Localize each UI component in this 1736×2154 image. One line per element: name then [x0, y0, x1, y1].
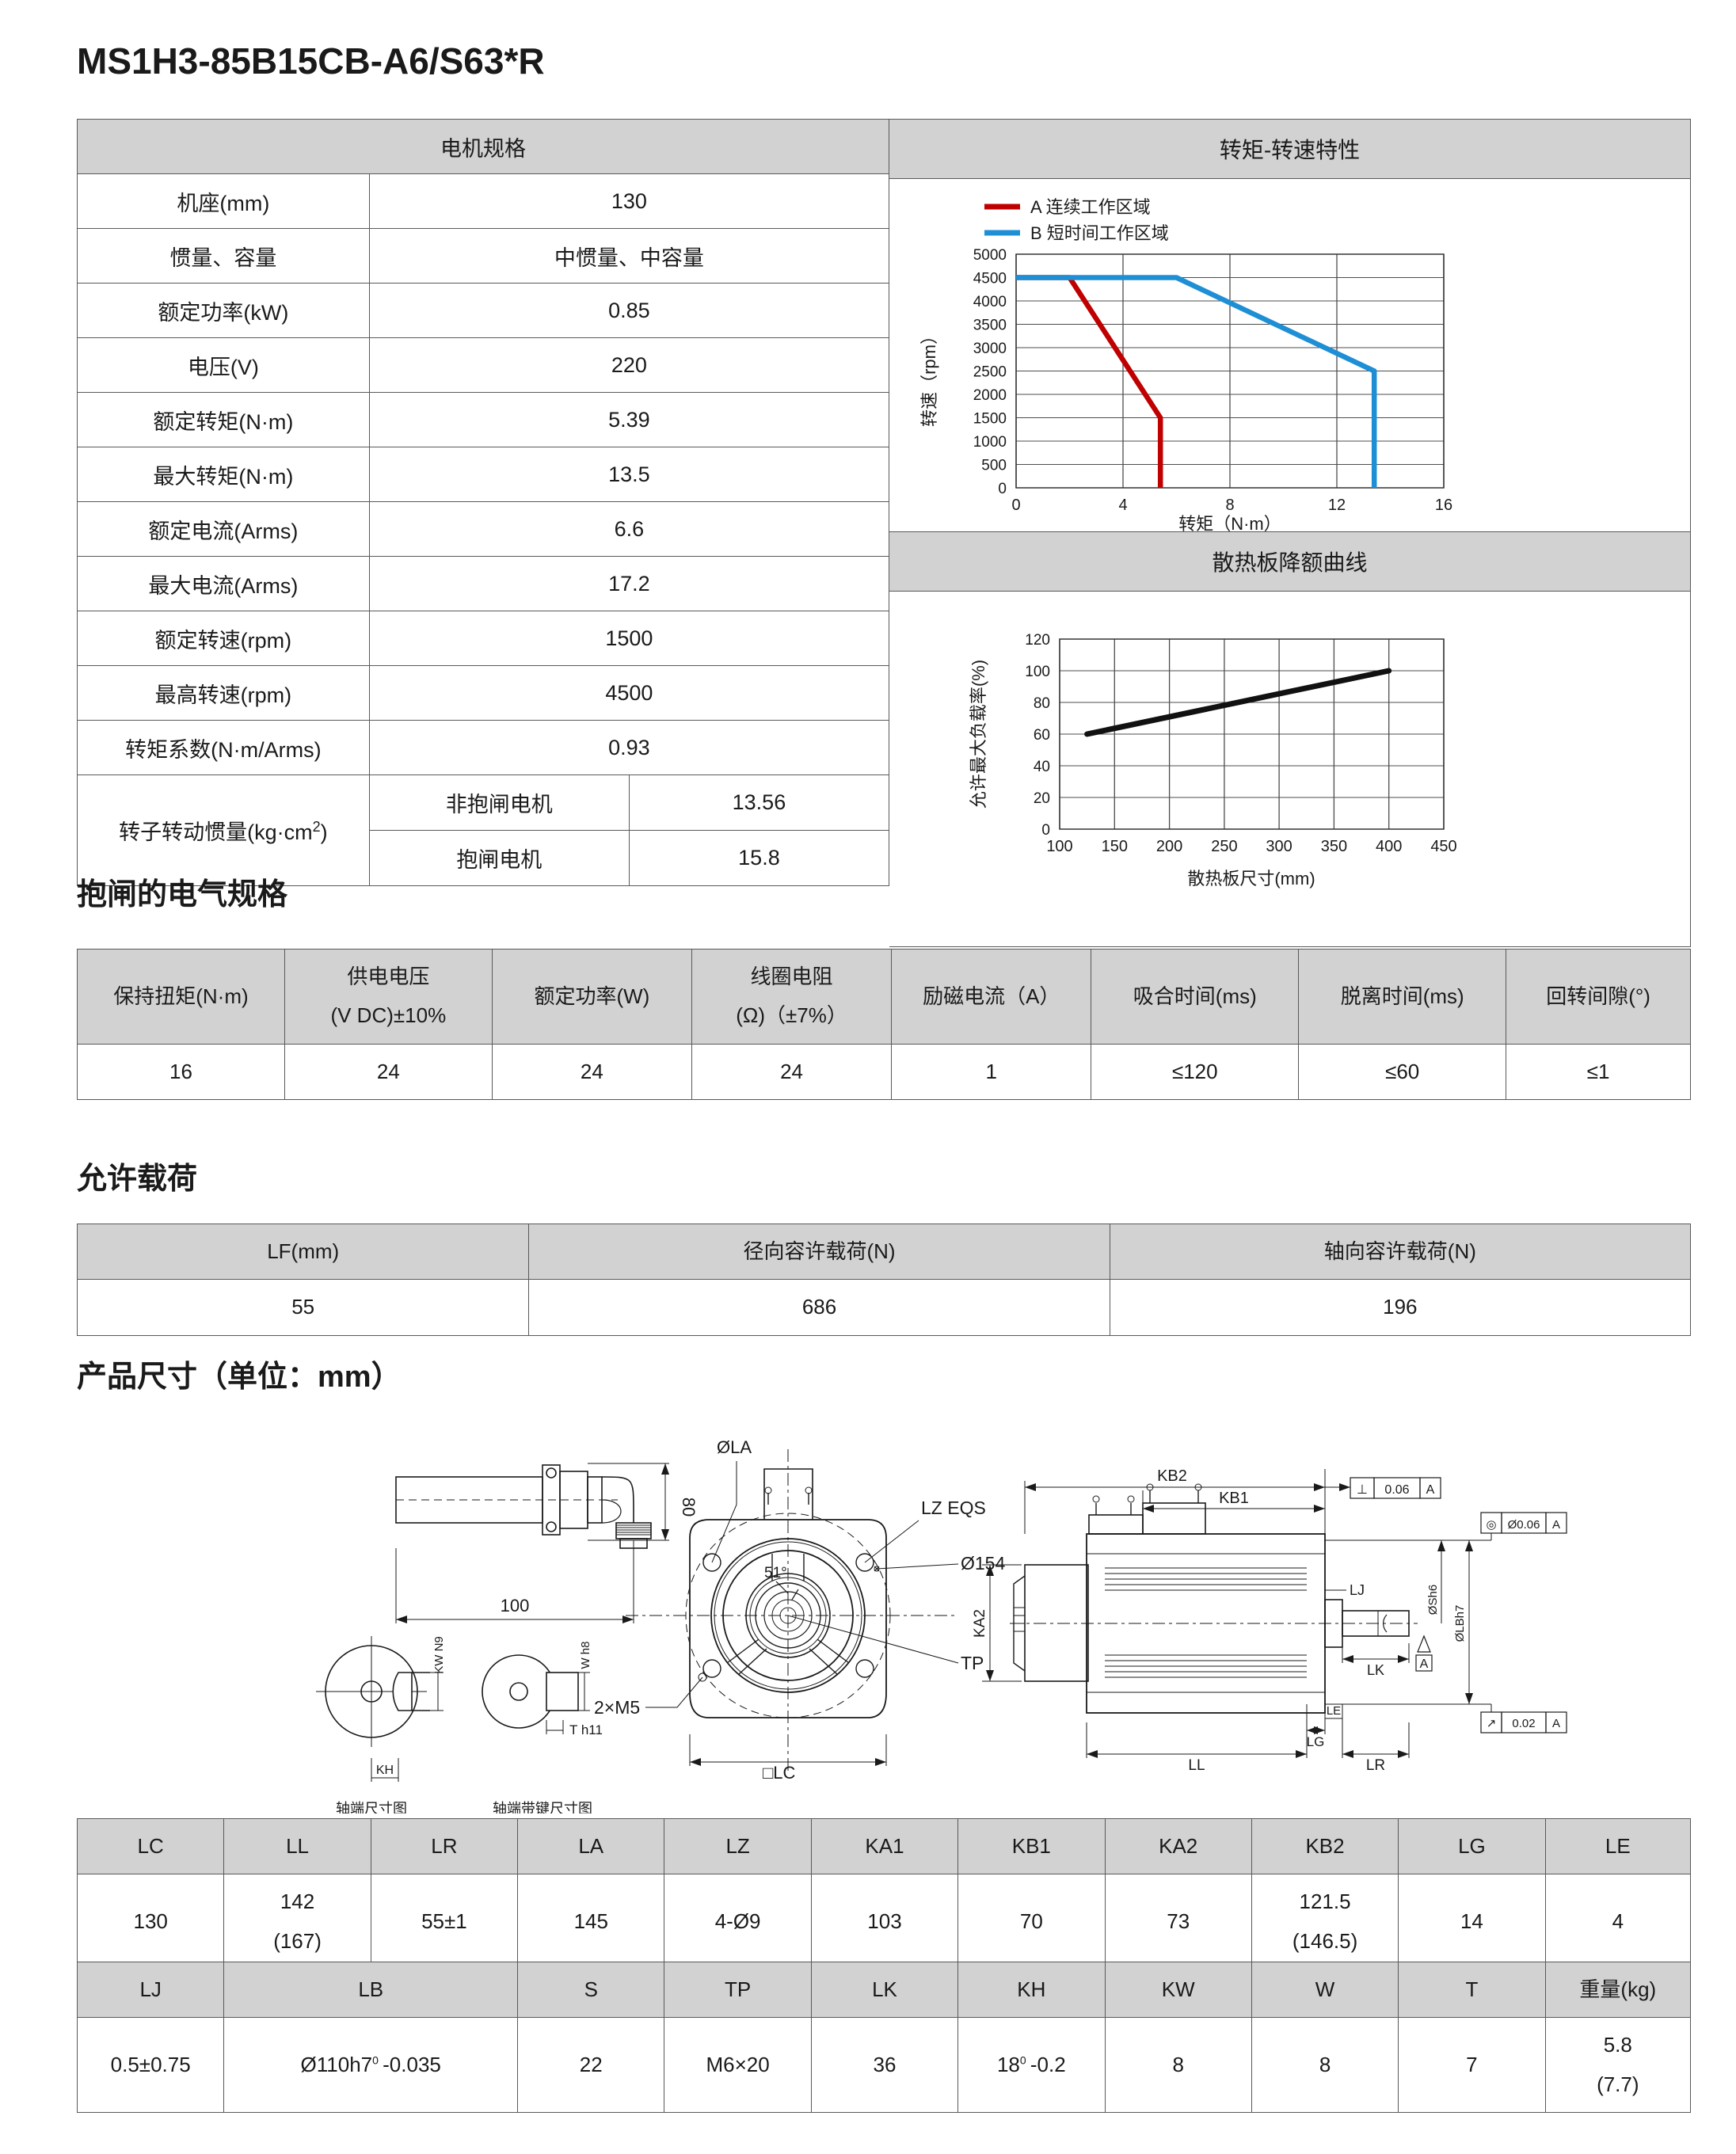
svg-text:LJ: LJ [1350, 1582, 1365, 1598]
svg-text:0: 0 [1011, 497, 1020, 514]
svg-text:4000: 4000 [973, 294, 1007, 310]
svg-text:12: 12 [1328, 497, 1346, 514]
svg-text:80: 80 [1034, 695, 1050, 712]
svg-text:250: 250 [1211, 838, 1237, 855]
svg-text:0: 0 [1041, 822, 1050, 839]
svg-text:T h11: T h11 [569, 1722, 603, 1737]
svg-text:300: 300 [1266, 838, 1292, 855]
svg-text:1000: 1000 [973, 434, 1007, 451]
svg-text:TP: TP [961, 1653, 984, 1673]
svg-text:120: 120 [1025, 632, 1050, 649]
svg-text:W h8: W h8 [579, 1641, 592, 1669]
svg-text:100: 100 [1025, 664, 1050, 680]
svg-text:散热板尺寸(mm): 散热板尺寸(mm) [1187, 869, 1315, 889]
svg-text:100: 100 [501, 1596, 530, 1616]
svg-text:400: 400 [1376, 838, 1402, 855]
svg-text:2500: 2500 [973, 364, 1007, 381]
svg-text:转速（rpm）: 转速（rpm） [919, 327, 939, 427]
svg-text:Ø0.06: Ø0.06 [1508, 1518, 1540, 1532]
svg-text:0: 0 [998, 481, 1007, 497]
svg-text:LL: LL [1188, 1757, 1205, 1774]
svg-text:转矩（N·m）: 转矩（N·m） [1178, 514, 1281, 531]
svg-text:轴端尺寸图: 轴端尺寸图 [336, 1801, 407, 1813]
svg-text:ØLBh7: ØLBh7 [1453, 1605, 1467, 1642]
svg-text:⊥: ⊥ [1357, 1483, 1368, 1497]
svg-text:LG: LG [1307, 1734, 1325, 1749]
svg-text:◎: ◎ [1486, 1518, 1496, 1532]
svg-text:100: 100 [1046, 838, 1072, 855]
svg-text:40: 40 [1034, 759, 1050, 775]
svg-text:KA2: KA2 [972, 1609, 988, 1638]
svg-text:□LC: □LC [763, 1763, 796, 1783]
svg-text:60: 60 [1034, 727, 1050, 744]
svg-text:2×M5: 2×M5 [594, 1697, 640, 1718]
svg-text:LK: LK [1367, 1662, 1384, 1678]
svg-text:LR: LR [1366, 1757, 1385, 1774]
svg-text:Ø154: Ø154 [961, 1553, 1005, 1574]
svg-text:1500: 1500 [973, 411, 1007, 428]
svg-text:2000: 2000 [973, 387, 1007, 404]
svg-text:5000: 5000 [973, 247, 1007, 264]
svg-text:ØSh6: ØSh6 [1426, 1585, 1440, 1615]
svg-text:A: A [1552, 1717, 1560, 1730]
svg-text:4500: 4500 [973, 271, 1007, 287]
svg-text:KB2: KB2 [1157, 1467, 1187, 1485]
svg-text:轴端带键尺寸图: 轴端带键尺寸图 [493, 1801, 592, 1813]
svg-text:A 连续工作区域: A 连续工作区域 [1030, 197, 1151, 217]
svg-text:500: 500 [981, 458, 1007, 474]
svg-text:允许最大负载率(%): 允许最大负载率(%) [969, 660, 988, 809]
svg-text:16: 16 [1435, 497, 1452, 514]
svg-text:8: 8 [1225, 497, 1234, 514]
svg-text:KW N9: KW N9 [432, 1636, 446, 1674]
svg-text:KH: KH [376, 1764, 394, 1777]
svg-text:A: A [1552, 1518, 1560, 1532]
svg-text:LE: LE [1327, 1704, 1341, 1718]
svg-text:51°: 51° [764, 1565, 787, 1581]
svg-text:350: 350 [1321, 838, 1347, 855]
svg-text:150: 150 [1102, 838, 1128, 855]
svg-text:3000: 3000 [973, 341, 1007, 357]
svg-text:80: 80 [679, 1498, 699, 1517]
svg-text:B 短时间工作区域: B 短时间工作区域 [1030, 223, 1169, 243]
svg-text:450: 450 [1430, 838, 1456, 855]
svg-text:0.02: 0.02 [1512, 1717, 1535, 1730]
svg-text:4: 4 [1118, 497, 1127, 514]
svg-text:KB1: KB1 [1219, 1490, 1249, 1507]
svg-text:0.06: 0.06 [1384, 1483, 1409, 1497]
svg-text:20: 20 [1034, 790, 1050, 807]
svg-text:3500: 3500 [973, 318, 1007, 334]
svg-text:A: A [1420, 1657, 1429, 1671]
svg-text:↗: ↗ [1487, 1717, 1497, 1730]
svg-text:ØLA: ØLA [717, 1437, 752, 1457]
svg-text:LZ EQS: LZ EQS [921, 1498, 986, 1518]
svg-text:A: A [1426, 1483, 1435, 1497]
svg-text:200: 200 [1156, 838, 1182, 855]
